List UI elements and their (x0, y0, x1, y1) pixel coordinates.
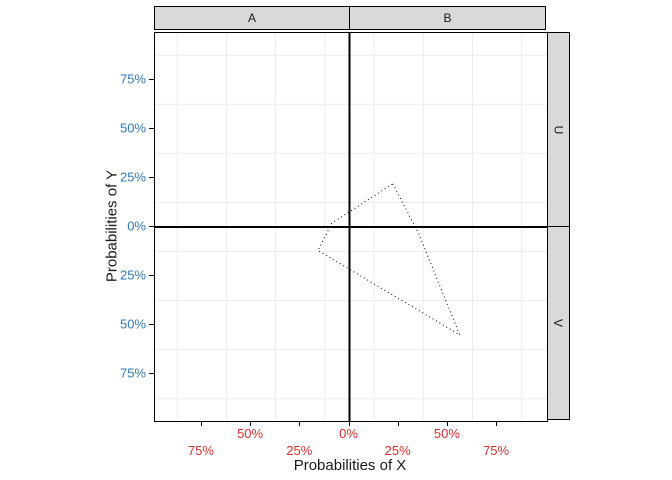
x-tick-mark (397, 421, 399, 426)
x-tick-label: 0% (339, 426, 358, 441)
y-tick-label: 0% (127, 218, 146, 234)
x-axis-title: Probabilities of X (293, 457, 407, 474)
y-tick-label: 75% (119, 365, 146, 381)
y-tick-mark (149, 127, 154, 129)
facet-strip-column-b: B (349, 6, 546, 30)
facet-strip-label-u: U (550, 125, 565, 134)
y-tick-label: 25% (119, 169, 146, 185)
y-axis-title: Probabilities of Y (103, 169, 121, 283)
x-tick-label: 25% (286, 443, 313, 458)
y-tick-label: 50% (119, 120, 146, 136)
x-tick-mark (250, 421, 252, 426)
plot-panel (154, 32, 548, 422)
x-tick-mark (348, 421, 350, 426)
x-tick-mark (446, 421, 448, 426)
probability-region-polygon (317, 183, 461, 337)
facet-strip-label-v: V (550, 318, 565, 328)
facet-strip-row-v: V (546, 226, 570, 420)
x-tick-mark (299, 421, 301, 426)
x-tick-label: 50% (433, 426, 460, 441)
y-tick-mark (149, 275, 154, 277)
y-tick-mark (149, 226, 154, 227)
panel-canvas (155, 33, 547, 421)
y-tick-label: 25% (119, 267, 146, 283)
x-tick-label: 75% (483, 443, 510, 458)
x-tick-mark (200, 421, 202, 426)
y-tick-mark (149, 324, 154, 326)
y-tick-mark (149, 373, 154, 375)
facet-strip-label-b: B (443, 11, 452, 25)
y-tick-mark (149, 176, 154, 178)
y-tick-mark (149, 78, 154, 80)
facet-strip-label-a: A (247, 11, 256, 25)
x-tick-label: 25% (384, 443, 411, 458)
facet-strip-column-a: A (154, 6, 350, 30)
y-tick-label: 75% (119, 71, 146, 87)
x-tick-label: 50% (237, 426, 264, 441)
facet-strip-row-u: U (546, 32, 570, 227)
x-tick-label: 75% (187, 443, 214, 458)
y-tick-label: 50% (119, 316, 146, 332)
x-tick-mark (496, 421, 498, 426)
